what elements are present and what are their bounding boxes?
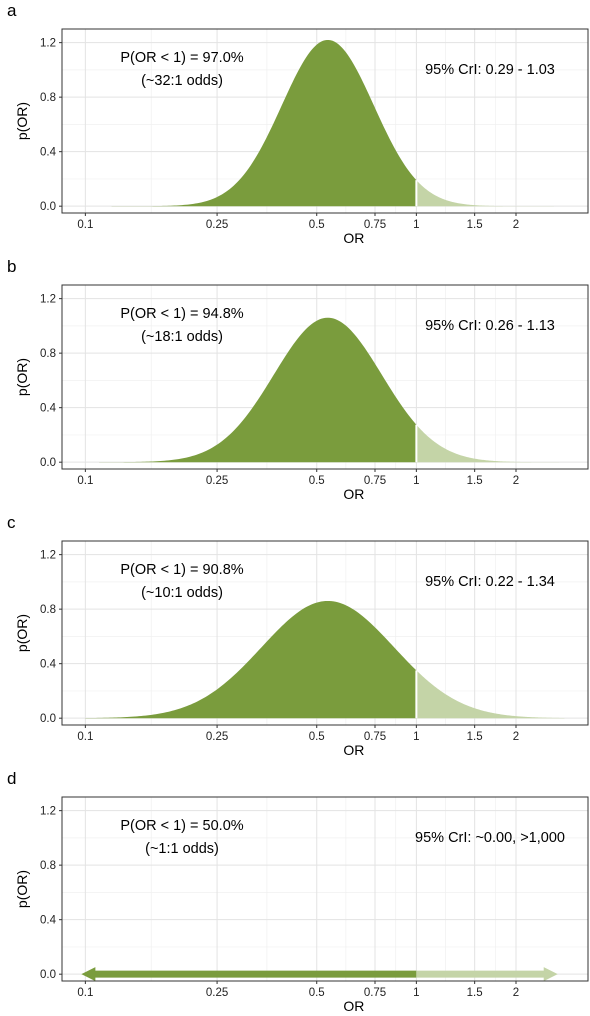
density-area-below-1 [85,600,417,719]
panel-label: c [7,513,16,532]
plot-background [62,797,588,981]
x-axis-title: OR [343,998,364,1014]
panel-d: d 0.0 0.4 0.8 1.2 0.1 0.25 0.5 0.75 1 1.5 2 OR p(OR) P… [7,769,589,1014]
x-tick-label: 2 [513,475,519,487]
x-tick-label: 2 [513,219,519,231]
x-tick-label: 0.1 [77,731,93,743]
x-tick-label: 0.1 [77,219,93,231]
density-area-below-1 [99,317,417,463]
x-tick-label: 1 [413,731,419,743]
x-tick-label: 2 [513,987,519,999]
x-axis-title: OR [343,742,364,758]
x-tick-label: 0.1 [77,987,93,999]
y-tick-label: 0.4 [40,403,57,415]
x-tick-label: 1.5 [467,475,483,487]
y-tick-label: 0.8 [40,348,56,360]
x-tick-label: 0.5 [309,731,325,743]
odds-annotation: (~18:1 odds) [141,329,223,345]
y-axis-title: p(OR) [14,358,30,396]
credible-interval-annotation: 95% CrI: ~0.00, >1,000 [415,830,565,846]
y-tick-label: 0.8 [40,604,56,616]
panel-border [61,284,589,470]
y-tick-label: 1.2 [40,806,56,818]
y-tick-label: 0.4 [40,147,57,159]
y-tick-label: 0.4 [40,659,57,671]
grid [62,797,588,981]
y-tick-label: 0.0 [40,457,56,469]
density-area-above-1 [416,180,554,207]
credible-interval-annotation: 95% CrI: 0.29 - 1.03 [425,62,555,78]
x-tick-label: 0.75 [364,987,386,999]
odds-annotation: (~32:1 odds) [141,73,223,89]
x-tick-label: 0.5 [309,475,325,487]
y-axis-title: p(OR) [14,102,30,140]
panel-border [61,28,589,214]
y-tick-label: 0.0 [40,969,56,981]
credible-interval-annotation: 95% CrI: 0.22 - 1.34 [425,574,555,590]
panel-label: d [7,769,16,788]
y-tick-label: 0.0 [40,201,56,213]
x-tick-label: 0.25 [206,987,228,999]
y-tick-label: 1.2 [40,294,56,306]
x-tick-label: 1.5 [467,731,483,743]
x-tick-label: 0.25 [206,731,228,743]
left-arrow-icon [81,967,96,982]
right-arrow-icon [543,967,558,982]
x-tick-label: 0.1 [77,475,93,487]
y-tick-label: 0.8 [40,92,56,104]
probability-annotation: P(OR < 1) = 97.0% [120,50,243,66]
credible-interval-annotation: 95% CrI: 0.26 - 1.13 [425,318,555,334]
panel-label: b [7,257,16,276]
x-tick-label: 0.5 [309,987,325,999]
x-axis-title: OR [343,230,364,246]
x-tick-label: 0.25 [206,219,228,231]
panel-b: b 0.0 0.4 0.8 1.2 0.1 0.25 0.5 0.75 1 1.5 2 OR p(OR) P… [7,257,589,502]
x-axis-title: OR [343,486,364,502]
x-tick-label: 0.75 [364,731,386,743]
panel-label: a [7,1,17,20]
x-tick-label: 0.75 [364,219,386,231]
x-tick-label: 0.25 [206,475,228,487]
x-tick-label: 0.75 [364,475,386,487]
density-area-below-1 [111,39,417,207]
probability-annotation: P(OR < 1) = 90.8% [120,562,243,578]
y-tick-label: 1.2 [40,38,56,50]
panel-c: c 0.0 0.4 0.8 1.2 0.1 0.25 0.5 0.75 1 1.5 2 OR p(OR) P… [7,513,589,758]
y-tick-label: 0.4 [40,915,57,927]
y-tick-label: 0.0 [40,713,56,725]
odds-annotation: (~1:1 odds) [145,841,219,857]
panel-a: a 0.0 0.4 0.8 1.2 0.1 0.25 0.5 0.75 1 1.5 2 OR p(OR) P… [7,1,589,246]
density-area-above-1 [416,424,560,463]
x-tick-label: 1 [413,475,419,487]
x-tick-label: 1.5 [467,219,483,231]
y-tick-label: 1.2 [40,550,56,562]
x-tick-label: 1.5 [467,987,483,999]
x-tick-label: 1 [413,219,419,231]
odds-annotation: (~10:1 odds) [141,585,223,601]
probability-annotation: P(OR < 1) = 94.8% [120,306,243,322]
panel-border [61,540,589,726]
x-tick-label: 0.5 [309,219,325,231]
density-area-above-1 [416,670,565,719]
x-tick-label: 1 [413,987,419,999]
probability-annotation: P(OR < 1) = 50.0% [120,818,243,834]
y-tick-label: 0.8 [40,860,56,872]
y-axis-title: p(OR) [14,614,30,652]
x-tick-label: 2 [513,731,519,743]
y-axis-title: p(OR) [14,870,30,908]
panel-border [61,796,589,982]
